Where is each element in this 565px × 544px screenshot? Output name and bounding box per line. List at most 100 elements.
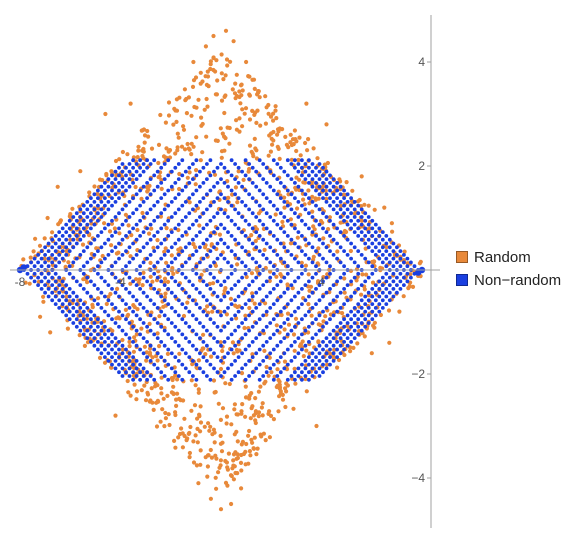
non-random-point: [243, 188, 248, 193]
non-random-point: [127, 306, 132, 310]
non-random-point: [289, 298, 294, 303]
random-point: [223, 73, 228, 78]
non-random-point: [183, 215, 188, 219]
non-random-point: [50, 260, 55, 265]
non-random-point: [236, 279, 241, 284]
non-random-point: [145, 294, 150, 299]
random-point: [371, 260, 376, 265]
random-point: [303, 263, 308, 268]
non-random-point: [162, 222, 167, 227]
non-random-point: [198, 290, 202, 295]
non-random-point: [380, 245, 385, 250]
non-random-point: [282, 230, 287, 235]
non-random-point: [166, 188, 171, 193]
non-random-point: [110, 188, 114, 193]
non-random-point: [314, 347, 318, 352]
non-random-point: [212, 306, 216, 310]
non-random-point: [300, 332, 304, 337]
non-random-point: [391, 287, 396, 291]
non-random-point: [310, 359, 315, 363]
random-point: [96, 296, 101, 301]
non-random-point: [219, 298, 223, 303]
random-point: [192, 403, 198, 408]
non-random-point: [380, 290, 385, 295]
random-point: [263, 94, 268, 99]
non-random-point: [120, 328, 125, 333]
non-random-point: [145, 181, 150, 185]
non-random-point: [300, 347, 304, 352]
non-random-point: [46, 241, 51, 246]
non-random-point: [194, 188, 199, 193]
non-random-point: [264, 256, 269, 261]
non-random-point: [317, 177, 322, 182]
random-point: [187, 170, 192, 175]
non-random-point: [120, 222, 125, 227]
random-point: [167, 148, 173, 153]
random-point: [240, 107, 245, 112]
non-random-point: [99, 230, 104, 235]
non-random-point: [57, 253, 62, 257]
non-random-point: [25, 271, 30, 276]
non-random-point: [293, 309, 297, 314]
non-random-point: [127, 200, 132, 204]
non-random-point: [373, 290, 378, 295]
non-random-point: [300, 165, 304, 170]
non-random-point: [310, 169, 315, 174]
non-random-point: [285, 218, 290, 223]
random-point: [134, 332, 139, 337]
legend: Random Non−random: [456, 247, 561, 293]
random-point: [313, 196, 318, 201]
non-random-point: [377, 241, 382, 246]
non-random-point: [113, 306, 118, 310]
non-random-point: [352, 260, 357, 265]
non-random-point: [205, 253, 209, 257]
random-point: [271, 118, 276, 123]
non-random-point: [127, 359, 132, 363]
non-random-point: [138, 302, 143, 306]
non-random-point: [194, 271, 199, 276]
non-random-point: [113, 192, 118, 197]
non-random-point: [247, 192, 252, 197]
non-random-point: [81, 317, 86, 322]
legend-swatch-random: [456, 251, 468, 263]
non-random-point: [335, 294, 339, 299]
non-random-point: [201, 340, 206, 344]
random-point: [120, 337, 125, 343]
random-point: [219, 149, 225, 154]
non-random-point: [275, 283, 280, 287]
random-point: [149, 226, 154, 231]
non-random-point: [71, 260, 76, 265]
random-point: [218, 433, 223, 438]
non-random-point: [303, 169, 308, 174]
non-random-point: [335, 196, 339, 201]
random-point: [239, 82, 244, 87]
non-random-point: [300, 302, 304, 306]
non-random-point: [359, 298, 364, 303]
non-random-point: [254, 306, 259, 310]
random-point: [306, 272, 311, 277]
non-random-point: [113, 215, 118, 219]
random-point: [338, 220, 343, 225]
non-random-point: [352, 222, 357, 227]
non-random-point: [359, 313, 364, 318]
non-random-point: [57, 237, 62, 242]
random-point: [156, 175, 161, 180]
non-random-point: [352, 321, 357, 325]
non-random-point: [296, 374, 301, 378]
non-random-point: [289, 374, 294, 378]
non-random-point: [103, 309, 107, 314]
non-random-point: [159, 196, 164, 201]
non-random-point: [46, 287, 51, 291]
non-random-point: [370, 249, 375, 254]
random-point: [344, 180, 349, 185]
random-point: [292, 223, 297, 228]
non-random-point: [261, 222, 266, 227]
non-random-point: [278, 340, 283, 344]
non-random-point: [39, 249, 44, 254]
non-random-point: [120, 237, 125, 242]
non-random-point: [229, 332, 234, 337]
random-point: [240, 88, 245, 93]
random-point: [149, 386, 154, 391]
non-random-point: [57, 260, 62, 265]
random-point: [247, 396, 252, 401]
